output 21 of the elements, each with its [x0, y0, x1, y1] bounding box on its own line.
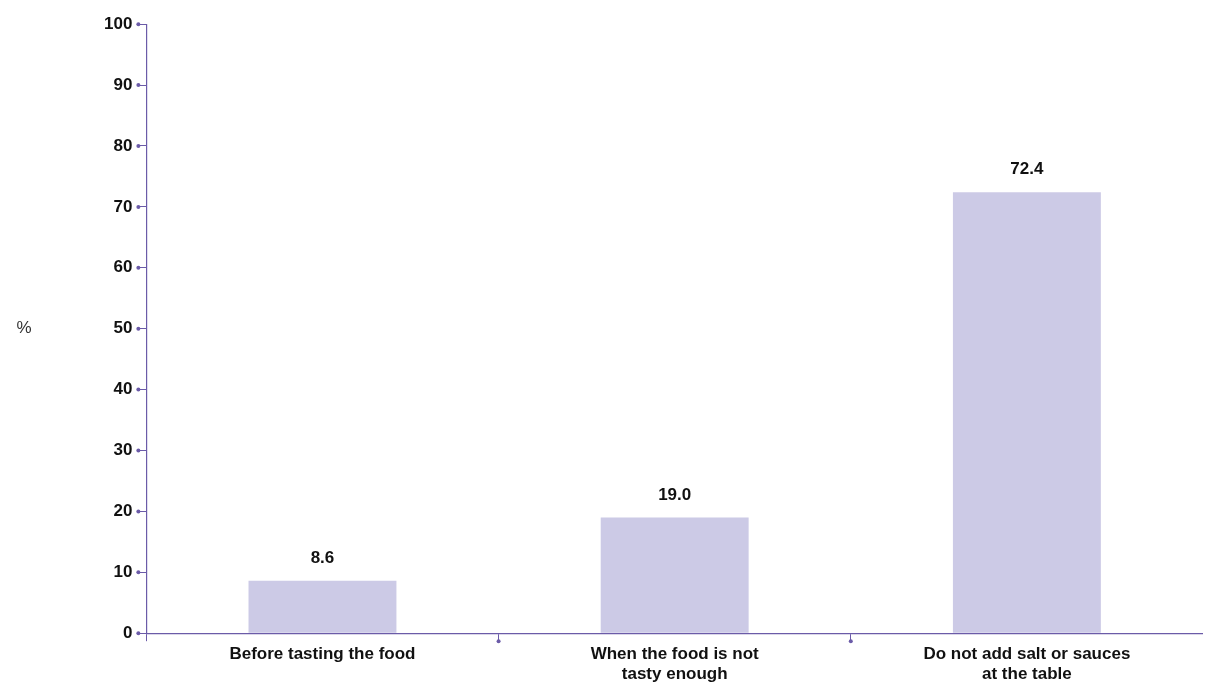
- bar: [600, 517, 749, 633]
- bar: [952, 192, 1101, 633]
- y-tick-label: 0: [122, 622, 133, 642]
- y-tick-label: 20: [113, 501, 133, 521]
- y-tick-label: 100: [103, 13, 133, 33]
- y-tick-label: 60: [113, 257, 133, 277]
- y-tick-label: 10: [113, 561, 133, 581]
- data-label: 8.6: [310, 548, 335, 568]
- x-tick-label: Before tasting the food: [229, 644, 416, 664]
- y-tick-label: 90: [113, 74, 133, 94]
- bar: [248, 580, 397, 633]
- x-tick-label: Do not add salt or sauces at the table: [923, 644, 1131, 684]
- x-tick-label: When the food is not tasty enough: [590, 644, 760, 684]
- y-tick-label: 40: [113, 379, 133, 399]
- y-tick-label: 70: [113, 196, 133, 216]
- data-label: 72.4: [1010, 159, 1044, 179]
- y-axis-title: %: [16, 318, 32, 338]
- y-tick-label: 50: [113, 318, 133, 338]
- data-label: 19.0: [658, 484, 692, 504]
- y-tick-label: 80: [113, 135, 133, 155]
- y-tick-label: 30: [113, 440, 133, 460]
